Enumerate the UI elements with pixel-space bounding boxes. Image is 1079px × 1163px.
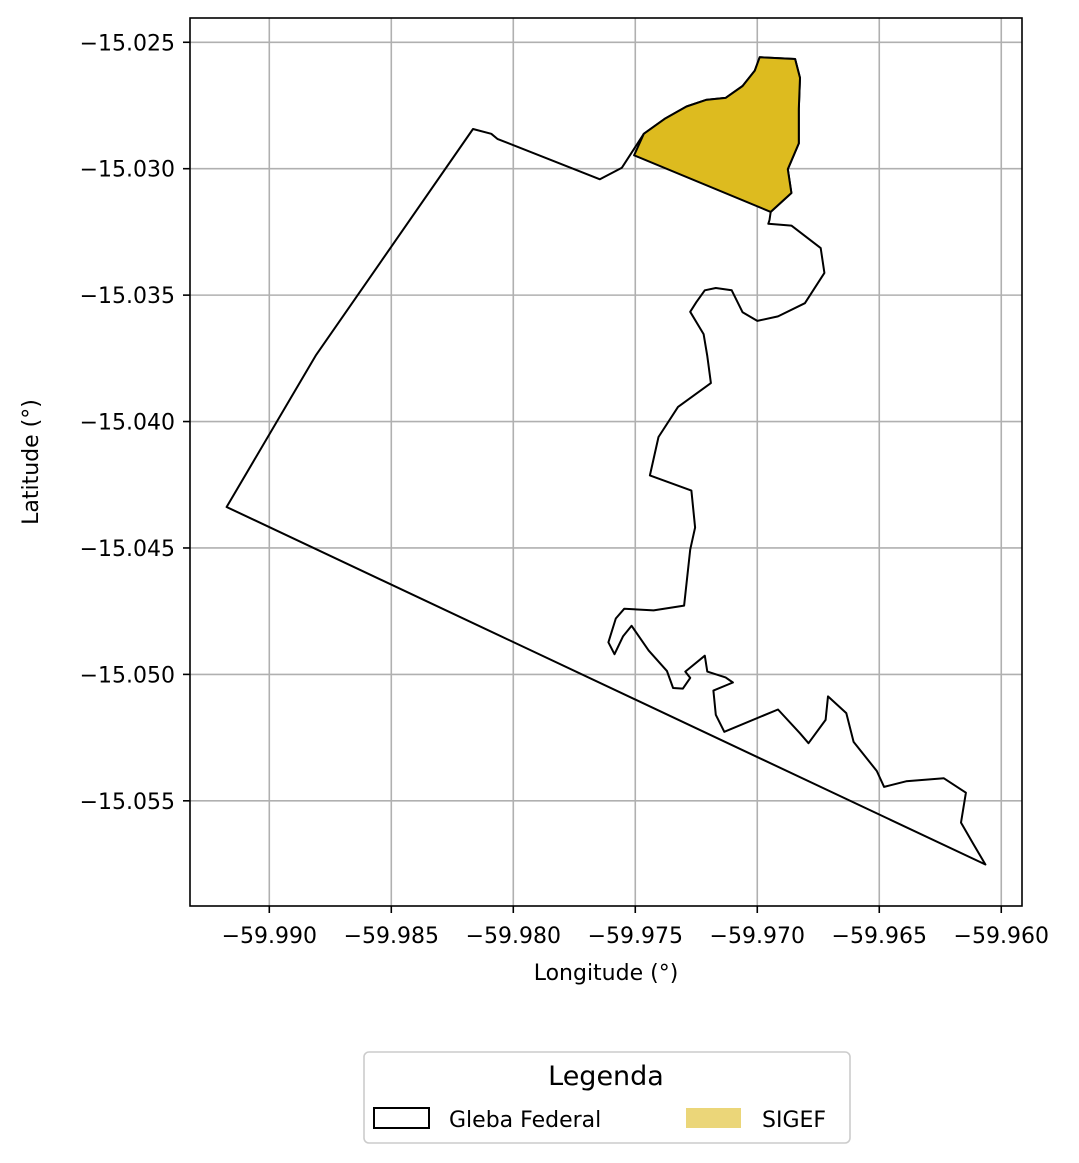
legend-label-gleba-federal: Gleba Federal [449,1108,601,1133]
grid-lines [190,18,1022,906]
x-tick-label-0: −59.990 [222,924,317,949]
legend-label-sigef: SIGEF [762,1108,826,1133]
x-tick-label-5: −59.965 [832,924,927,949]
y-axis-ticks: −15.025 −15.030 −15.035 −15.040 −15.045 −15.0… [80,31,190,815]
legend-title: Legenda [548,1061,664,1092]
x-axis-ticks: −59.990 −59.985 −59.980 −59.975 −59.970 −59.9… [222,906,1049,949]
y-tick-label-4: −15.045 [80,537,175,562]
x-tick-label-1: −59.985 [344,924,439,949]
y-tick-label-0: −15.025 [80,31,175,56]
x-tick-label-4: −59.970 [710,924,805,949]
legend-swatch-gleba-federal [373,1107,430,1129]
x-axis-label: Longitude (°) [534,961,679,986]
y-tick-label-2: −15.035 [80,284,175,309]
plot-frame [189,17,1023,907]
y-tick-label-5: −15.050 [80,663,175,688]
legend-swatch-sigef [686,1108,741,1128]
plot-area-background [190,18,1022,906]
y-tick-label-3: −15.040 [80,411,175,436]
y-axis-label: Latitude (°) [19,399,44,525]
x-tick-label-3: −59.975 [588,924,683,949]
legend: Legenda Gleba Federal SIGEF [363,1051,851,1144]
y-tick-label-6: −15.055 [80,790,175,815]
map-layers [225,56,987,866]
y-tick-label-1: −15.030 [80,158,175,183]
polygon-sigef [633,56,801,213]
x-tick-label-2: −59.980 [466,924,561,949]
x-tick-label-6: −59.960 [954,924,1049,949]
